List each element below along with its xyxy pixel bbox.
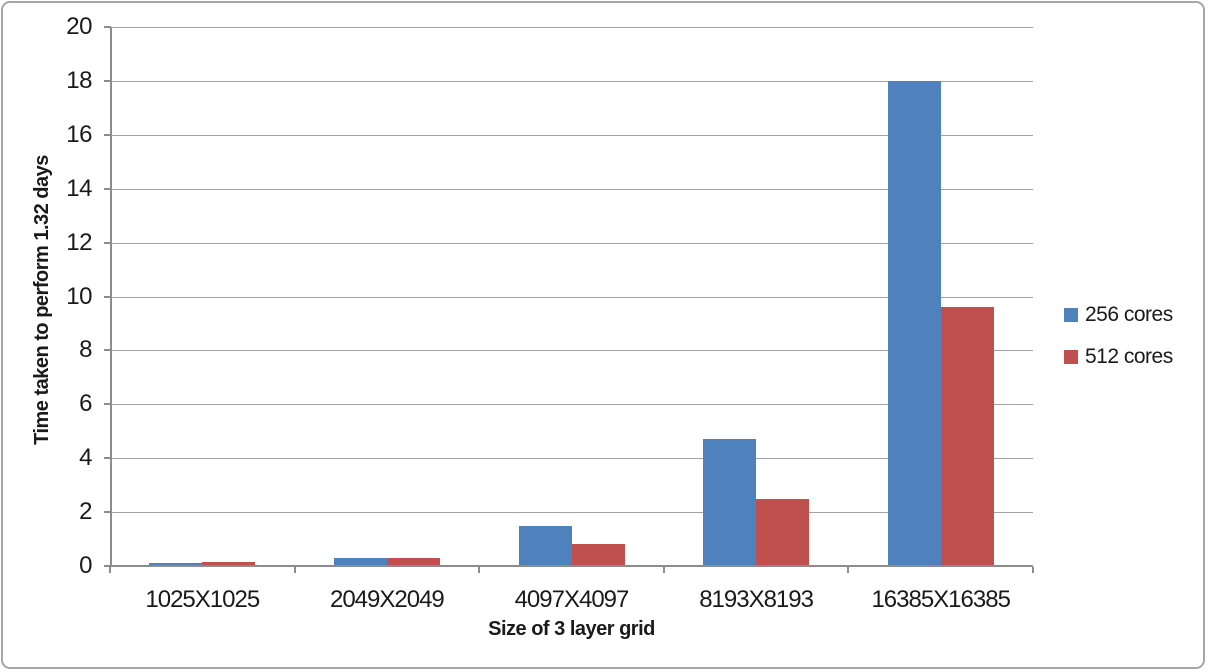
y-tick-label-18: 18 <box>66 66 92 94</box>
bar-512-cores-1025X1025 <box>202 561 256 566</box>
y-tick-label-14: 14 <box>66 174 92 202</box>
y-axis-line <box>110 27 112 567</box>
y-axis-tick <box>104 511 111 514</box>
gridline-y-10 <box>110 296 1033 298</box>
y-axis-tick <box>104 26 111 28</box>
y-axis-tick <box>104 187 111 190</box>
legend-item-512-cores: 512 cores <box>1064 344 1173 370</box>
y-tick-label-2: 2 <box>79 498 92 526</box>
x-axis-tick <box>1032 567 1034 573</box>
legend-item-256-cores: 256 cores <box>1064 302 1173 328</box>
x-axis-title: Size of 3 layer grid <box>488 618 655 640</box>
y-axis-tick <box>104 565 111 567</box>
x-axis-tick <box>847 567 850 573</box>
bar-512-cores-8193X8193 <box>756 498 810 566</box>
y-tick-label-0: 0 <box>79 552 92 579</box>
bar-256-cores-1025X1025 <box>149 563 203 566</box>
y-tick-label-12: 12 <box>66 228 92 256</box>
bar-512-cores-16385X16385 <box>940 307 994 566</box>
plot-area <box>110 27 1033 566</box>
bar-256-cores-8193X8193 <box>703 439 757 566</box>
y-tick-label-20: 20 <box>66 13 92 40</box>
x-category-label-16385X16385: 16385X16385 <box>871 586 1010 613</box>
y-axis-title: Time taken to perform 1.32 days <box>31 155 53 445</box>
gridline-y-2 <box>110 512 1033 514</box>
y-tick-label-16: 16 <box>66 120 92 148</box>
x-category-label-1025X1025: 1025X1025 <box>145 586 260 613</box>
x-axis-tick <box>478 567 481 573</box>
gridline-y-18 <box>110 80 1033 82</box>
x-category-label-8193X8193: 8193X8193 <box>699 586 814 613</box>
legend-label-512-cores: 512 cores <box>1085 345 1173 368</box>
gridline-y-14 <box>110 188 1033 190</box>
legend-swatch-512-cores <box>1064 350 1078 364</box>
gridline-y-16 <box>110 134 1033 136</box>
y-axis-tick <box>104 241 111 244</box>
legend-swatch-256-cores <box>1064 308 1078 322</box>
y-axis-tick <box>104 133 111 136</box>
gridline-y-4 <box>110 458 1033 460</box>
y-axis-tick <box>104 295 111 298</box>
legend-label-256-cores: 256 cores <box>1085 303 1173 326</box>
x-axis-tick <box>293 567 296 573</box>
y-axis-tick <box>104 349 111 352</box>
x-axis-tick <box>109 567 111 573</box>
bar-256-cores-4097X4097 <box>518 525 572 566</box>
bar-256-cores-2049X2049 <box>333 557 387 566</box>
x-axis-tick <box>662 567 665 573</box>
y-tick-label-4: 4 <box>79 444 92 472</box>
y-axis-tick <box>104 79 111 82</box>
y-tick-label-6: 6 <box>79 390 92 418</box>
gridline-y-8 <box>110 350 1033 352</box>
legend: 256 cores 512 cores <box>1064 302 1173 386</box>
gridline-y-6 <box>110 404 1033 406</box>
y-tick-label-8: 8 <box>79 336 92 364</box>
gridline-y-20 <box>110 27 1033 28</box>
x-category-label-4097X4097: 4097X4097 <box>514 586 630 613</box>
bar-512-cores-4097X4097 <box>571 544 625 566</box>
y-axis-tick <box>104 457 111 460</box>
bar-256-cores-16385X16385 <box>887 80 941 566</box>
x-axis-line <box>110 565 1033 567</box>
y-axis-tick <box>104 403 111 406</box>
y-tick-label-10: 10 <box>66 282 92 310</box>
bar-512-cores-2049X2049 <box>386 557 440 566</box>
gridline-y-12 <box>110 242 1033 244</box>
x-category-label-2049X2049: 2049X2049 <box>329 586 445 613</box>
